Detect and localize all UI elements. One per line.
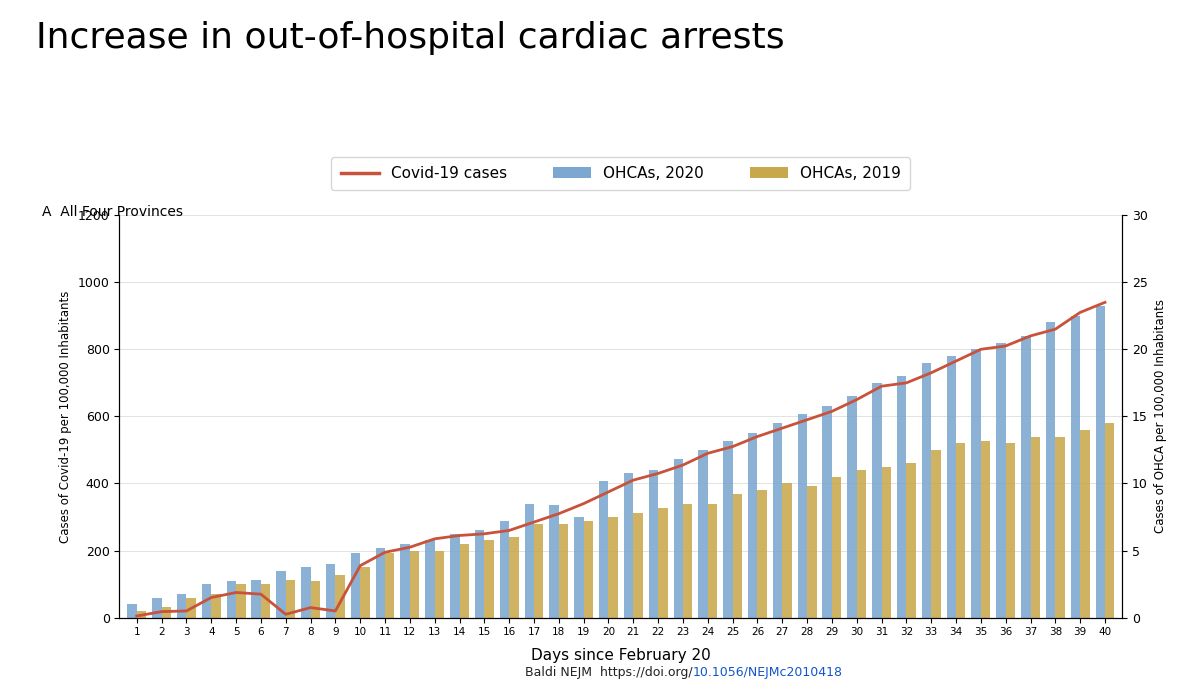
Bar (633, 513, 642, 618)
Bar (460, 544, 469, 618)
Bar (798, 414, 807, 618)
Bar (301, 567, 310, 618)
Bar (534, 524, 543, 618)
Bar (227, 582, 236, 618)
Bar (1055, 437, 1065, 618)
Bar (996, 343, 1005, 618)
Bar (683, 504, 693, 618)
Bar (1005, 443, 1015, 618)
Bar (285, 580, 295, 618)
Bar (823, 406, 832, 618)
Bar (177, 593, 186, 618)
Legend: Covid-19 cases, OHCAs, 2020, OHCAs, 2019: Covid-19 cases, OHCAs, 2020, OHCAs, 2019 (332, 157, 910, 190)
Bar (658, 507, 667, 618)
Bar (485, 540, 494, 618)
Bar (857, 470, 866, 618)
Bar (276, 570, 285, 618)
Text: 10.1056/NEJMc2010418: 10.1056/NEJMc2010418 (693, 666, 843, 679)
Bar (724, 441, 733, 618)
Bar (450, 534, 460, 618)
Bar (137, 611, 146, 618)
Bar (351, 553, 361, 618)
Bar (161, 607, 171, 618)
Bar (559, 524, 568, 618)
Bar (623, 473, 633, 618)
Bar (211, 593, 221, 618)
Y-axis label: Cases of Covid-19 per 100,000 Inhabitants: Cases of Covid-19 per 100,000 Inhabitant… (60, 290, 73, 543)
Bar (376, 548, 384, 618)
Bar (410, 550, 419, 618)
Bar (435, 550, 444, 618)
Y-axis label: Cases of OHCA per 100,000 Inhabitants: Cases of OHCA per 100,000 Inhabitants (1153, 299, 1167, 534)
Bar (152, 598, 161, 618)
Bar (326, 564, 336, 618)
Bar (872, 383, 881, 618)
Bar (931, 450, 941, 618)
Bar (252, 580, 261, 618)
Bar (947, 356, 956, 618)
Bar (708, 504, 718, 618)
Text: Baldi NEJM  https://doi.org/: Baldi NEJM https://doi.org/ (525, 666, 693, 679)
Bar (897, 376, 906, 618)
Bar (648, 470, 658, 618)
Text: Increase in out-of-hospital cardiac arrests: Increase in out-of-hospital cardiac arre… (36, 21, 784, 55)
Bar (186, 598, 196, 618)
Bar (509, 537, 518, 618)
Bar (922, 363, 931, 618)
Bar (733, 494, 741, 618)
Bar (425, 540, 435, 618)
Bar (698, 450, 708, 618)
Bar (773, 423, 782, 618)
Bar (881, 467, 891, 618)
Bar (747, 432, 757, 618)
Bar (310, 582, 320, 618)
Bar (236, 584, 246, 618)
Bar (906, 464, 916, 618)
Bar (475, 530, 485, 618)
Bar (1021, 336, 1030, 618)
Bar (261, 584, 270, 618)
Bar (128, 604, 137, 618)
Bar (1104, 423, 1114, 618)
Bar (1046, 323, 1055, 618)
Bar (599, 481, 609, 618)
Text: A  All Four Provinces: A All Four Provinces (42, 205, 183, 219)
Bar (574, 517, 584, 618)
Bar (1030, 437, 1040, 618)
Bar (524, 504, 534, 618)
Bar (609, 517, 618, 618)
Bar (757, 490, 767, 618)
Bar (584, 521, 593, 618)
Bar (972, 349, 980, 618)
Bar (549, 505, 559, 618)
Bar (807, 486, 817, 618)
Bar (400, 544, 410, 618)
Bar (782, 484, 792, 618)
X-axis label: Days since February 20: Days since February 20 (531, 648, 710, 663)
Bar (336, 575, 345, 618)
Bar (848, 396, 857, 618)
Bar (832, 477, 842, 618)
Bar (956, 443, 966, 618)
Bar (1096, 306, 1104, 618)
Bar (1071, 316, 1081, 618)
Bar (673, 459, 683, 618)
Bar (1081, 430, 1090, 618)
Bar (384, 553, 394, 618)
Bar (202, 584, 211, 618)
Bar (980, 441, 990, 618)
Bar (500, 521, 509, 618)
Bar (361, 567, 370, 618)
